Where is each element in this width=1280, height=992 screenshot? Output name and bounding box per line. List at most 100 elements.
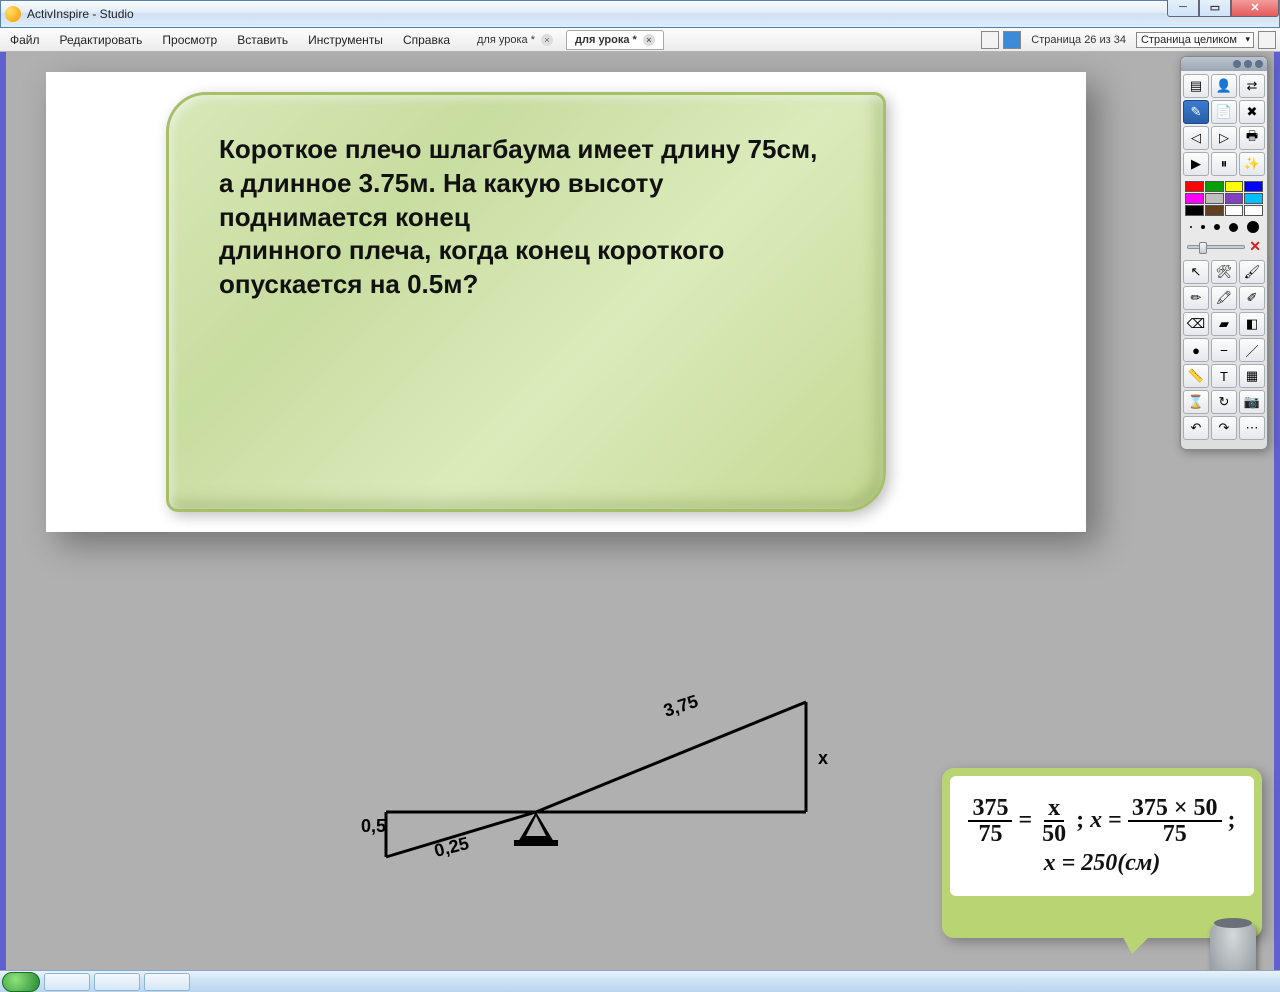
- menu-Вставить[interactable]: Вставить: [227, 28, 298, 51]
- marker-icon[interactable]: ✐: [1239, 286, 1265, 310]
- timer-icon[interactable]: ⌛: [1183, 390, 1209, 414]
- color-swatch[interactable]: [1244, 181, 1263, 192]
- play-icon[interactable]: ▶: [1183, 152, 1209, 176]
- eraser-icon[interactable]: ⌫: [1183, 312, 1209, 336]
- zoom-value: Страница целиком: [1141, 34, 1237, 46]
- camera-icon[interactable]: 📷: [1239, 390, 1265, 414]
- toolbox-roll-icon[interactable]: [1233, 60, 1241, 68]
- window-controls: ─ ▭ ✕: [1167, 0, 1279, 17]
- toolbox-opt-icon[interactable]: [1255, 60, 1263, 68]
- ruler-icon[interactable]: 📏: [1183, 364, 1209, 388]
- pen-size-dot[interactable]: [1190, 226, 1192, 228]
- color-swatch[interactable]: [1244, 205, 1263, 216]
- slider-thumb[interactable]: [1199, 242, 1207, 254]
- expand-icon[interactable]: [1258, 31, 1276, 49]
- solution-callout[interactable]: 37575 = x50 ; x = 375 × 5075 ; x = 250(с…: [942, 768, 1262, 938]
- callout-tail: [1118, 928, 1158, 954]
- text-icon[interactable]: T: [1211, 364, 1237, 388]
- start-button[interactable]: [2, 972, 40, 992]
- pause-icon[interactable]: ⏸: [1211, 152, 1237, 176]
- svg-text:0,25: 0,25: [432, 833, 471, 861]
- fill-icon[interactable]: ▰: [1211, 312, 1237, 336]
- frac1-num: 375: [968, 796, 1012, 822]
- solution-formula: 37575 = x50 ; x = 375 × 5075 ; x = 250(с…: [950, 776, 1254, 896]
- print-icon[interactable]: 🖶: [1239, 126, 1265, 150]
- pen-size-dot[interactable]: [1201, 225, 1205, 229]
- browser-icon[interactable]: [981, 31, 999, 49]
- zoom-select[interactable]: Страница целиком: [1136, 32, 1254, 48]
- switch-icon[interactable]: ⇄: [1239, 74, 1265, 98]
- svg-text:x: x: [818, 748, 828, 768]
- task-item[interactable]: [144, 973, 190, 991]
- cross-icon[interactable]: ✖: [1239, 100, 1265, 124]
- grid-icon[interactable]: ▦: [1239, 364, 1265, 388]
- frac2-num: x: [1044, 796, 1064, 822]
- next-icon[interactable]: ▷: [1211, 126, 1237, 150]
- snowflake-icon[interactable]: [1003, 31, 1021, 49]
- circle-icon[interactable]: ●: [1183, 338, 1209, 362]
- lever-diagram[interactable]: 3,750,250,5x: [346, 642, 866, 882]
- task-item[interactable]: [94, 973, 140, 991]
- toolbox-pin-icon[interactable]: [1244, 60, 1252, 68]
- color-swatch[interactable]: [1225, 193, 1244, 204]
- menu-Файл[interactable]: Файл: [0, 28, 50, 51]
- highlighter-icon[interactable]: 🖍: [1211, 286, 1237, 310]
- tools-icon[interactable]: 🛠: [1211, 260, 1237, 284]
- redo-icon[interactable]: ↷: [1211, 416, 1237, 440]
- select-icon[interactable]: ↖: [1183, 260, 1209, 284]
- profile-icon[interactable]: 👤: [1211, 74, 1237, 98]
- shape-icon[interactable]: ◧: [1239, 312, 1265, 336]
- maximize-button[interactable]: ▭: [1199, 0, 1231, 17]
- color-swatch[interactable]: [1225, 205, 1244, 216]
- pen-icon[interactable]: ✏: [1183, 286, 1209, 310]
- menu-icon[interactable]: ▤: [1183, 74, 1209, 98]
- tab-close-icon[interactable]: ×: [643, 34, 655, 46]
- doc-icon[interactable]: 📄: [1211, 100, 1237, 124]
- pen-size-dot[interactable]: [1247, 221, 1259, 233]
- color-swatch[interactable]: [1225, 181, 1244, 192]
- taskbar: [0, 970, 1280, 992]
- frac2-den: 50: [1038, 822, 1070, 846]
- color-swatch[interactable]: [1205, 181, 1224, 192]
- toolbox-header[interactable]: [1181, 57, 1267, 71]
- note-icon[interactable]: ✎: [1183, 100, 1209, 124]
- wand-icon[interactable]: ✨: [1239, 152, 1265, 176]
- tab-close-icon[interactable]: ×: [541, 34, 553, 46]
- color-swatch[interactable]: [1205, 193, 1224, 204]
- color-swatch[interactable]: [1185, 193, 1204, 204]
- menu-Инструменты[interactable]: Инструменты: [298, 28, 393, 51]
- width-slider[interactable]: ✕: [1181, 236, 1267, 257]
- refresh-icon[interactable]: ↻: [1211, 390, 1237, 414]
- close-button[interactable]: ✕: [1231, 0, 1279, 17]
- menu-Справка[interactable]: Справка: [393, 28, 460, 51]
- document-tab[interactable]: для урока * ×: [566, 30, 664, 50]
- color-palette: [1181, 179, 1267, 218]
- slide-canvas[interactable]: Короткое плечо шлагбаума имеет длину 75с…: [46, 72, 1086, 532]
- workspace[interactable]: Короткое плечо шлагбаума имеет длину 75с…: [0, 52, 1280, 970]
- pen-size-dot[interactable]: [1229, 223, 1238, 232]
- document-tab[interactable]: для урока *×: [468, 30, 562, 50]
- delete-x-icon[interactable]: ✕: [1249, 238, 1261, 255]
- menu-Редактировать[interactable]: Редактировать: [50, 28, 153, 51]
- main-toolbox[interactable]: ▤👤⇄ ✎📄✖ ◁▷🖶 ▶⏸✨ ✕ ↖🛠🖌 ✏🖍✐ ⌫▰◧ ●⎯／ 📏T▦ ⌛↻📷 ↶↷⋯: [1180, 56, 1268, 450]
- problem-callout[interactable]: Короткое плечо шлагбаума имеет длину 75с…: [166, 92, 886, 512]
- color-swatch[interactable]: [1205, 205, 1224, 216]
- connector-icon[interactable]: ⎯: [1211, 338, 1237, 362]
- more-icon[interactable]: ⋯: [1239, 416, 1265, 440]
- menubar-right: Страница 26 из 34 Страница целиком: [981, 31, 1280, 49]
- prev-icon[interactable]: ◁: [1183, 126, 1209, 150]
- svg-text:3,75: 3,75: [661, 691, 701, 721]
- pen-size-row: [1181, 218, 1267, 236]
- pen-size-dot[interactable]: [1214, 224, 1220, 230]
- menu-Просмотр[interactable]: Просмотр: [152, 28, 227, 51]
- brush-icon[interactable]: 🖌: [1239, 260, 1265, 284]
- minimize-button[interactable]: ─: [1167, 0, 1199, 17]
- formula-result: x = 250(см): [1044, 850, 1161, 877]
- color-swatch[interactable]: [1185, 181, 1204, 192]
- undo-icon[interactable]: ↶: [1183, 416, 1209, 440]
- tab-label: для урока *: [575, 34, 637, 46]
- color-swatch[interactable]: [1244, 193, 1263, 204]
- task-item[interactable]: [44, 973, 90, 991]
- color-swatch[interactable]: [1185, 205, 1204, 216]
- line-icon[interactable]: ／: [1239, 338, 1265, 362]
